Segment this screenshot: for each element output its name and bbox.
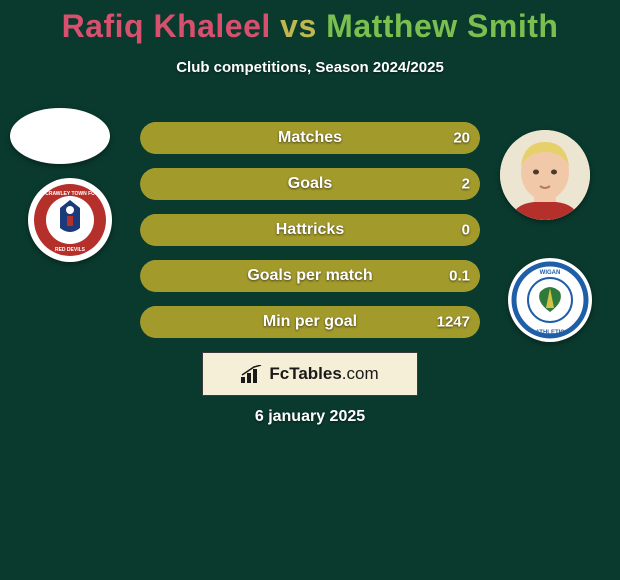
stat-value-right: 0 — [462, 222, 470, 239]
crawley-crest-icon: CRAWLEY TOWN FC RED DEVILS — [28, 178, 112, 262]
stat-value-right: 0.1 — [449, 268, 470, 285]
logo-suffix: .com — [342, 364, 379, 383]
player2-avatar — [500, 130, 590, 220]
stat-label: Min per goal — [140, 313, 480, 331]
player2-club-crest: WIGAN ATHLETIC — [508, 258, 592, 342]
vs-text: vs — [280, 8, 317, 44]
stat-row: Hattricks0 — [140, 214, 480, 246]
player1-name: Rafiq Khaleel — [62, 8, 271, 44]
stat-row: Goals per match0.1 — [140, 260, 480, 292]
stats-container: Matches20Goals2Hattricks0Goals per match… — [140, 122, 480, 352]
stat-row: Goals2 — [140, 168, 480, 200]
stat-label: Hattricks — [140, 221, 480, 239]
stat-value-right: 20 — [453, 130, 470, 147]
stat-row: Min per goal1247 — [140, 306, 480, 338]
svg-text:WIGAN: WIGAN — [540, 270, 561, 276]
stat-value-right: 2 — [462, 176, 470, 193]
stat-label: Matches — [140, 129, 480, 147]
site-logo: FcTables.com — [202, 352, 418, 396]
player1-club-crest: CRAWLEY TOWN FC RED DEVILS — [28, 178, 112, 262]
stat-row: Matches20 — [140, 122, 480, 154]
svg-text:RED DEVILS: RED DEVILS — [55, 247, 86, 253]
player1-avatar — [10, 108, 110, 164]
logo-brand: FcTables — [269, 364, 341, 383]
subtitle: Club competitions, Season 2024/2025 — [0, 59, 620, 76]
logo-text: FcTables.com — [269, 364, 378, 384]
stat-value-right: 1247 — [437, 314, 470, 331]
svg-text:CRAWLEY TOWN FC: CRAWLEY TOWN FC — [45, 191, 95, 197]
comparison-title: Rafiq Khaleel vs Matthew Smith — [0, 0, 620, 45]
svg-text:ATHLETIC: ATHLETIC — [535, 330, 565, 336]
chart-icon — [241, 365, 263, 383]
stat-label: Goals — [140, 175, 480, 193]
wigan-crest-icon: WIGAN ATHLETIC — [508, 258, 592, 342]
player2-portrait — [500, 130, 590, 220]
stat-label: Goals per match — [140, 267, 480, 285]
snapshot-date: 6 january 2025 — [0, 408, 620, 426]
player2-name: Matthew Smith — [326, 8, 558, 44]
